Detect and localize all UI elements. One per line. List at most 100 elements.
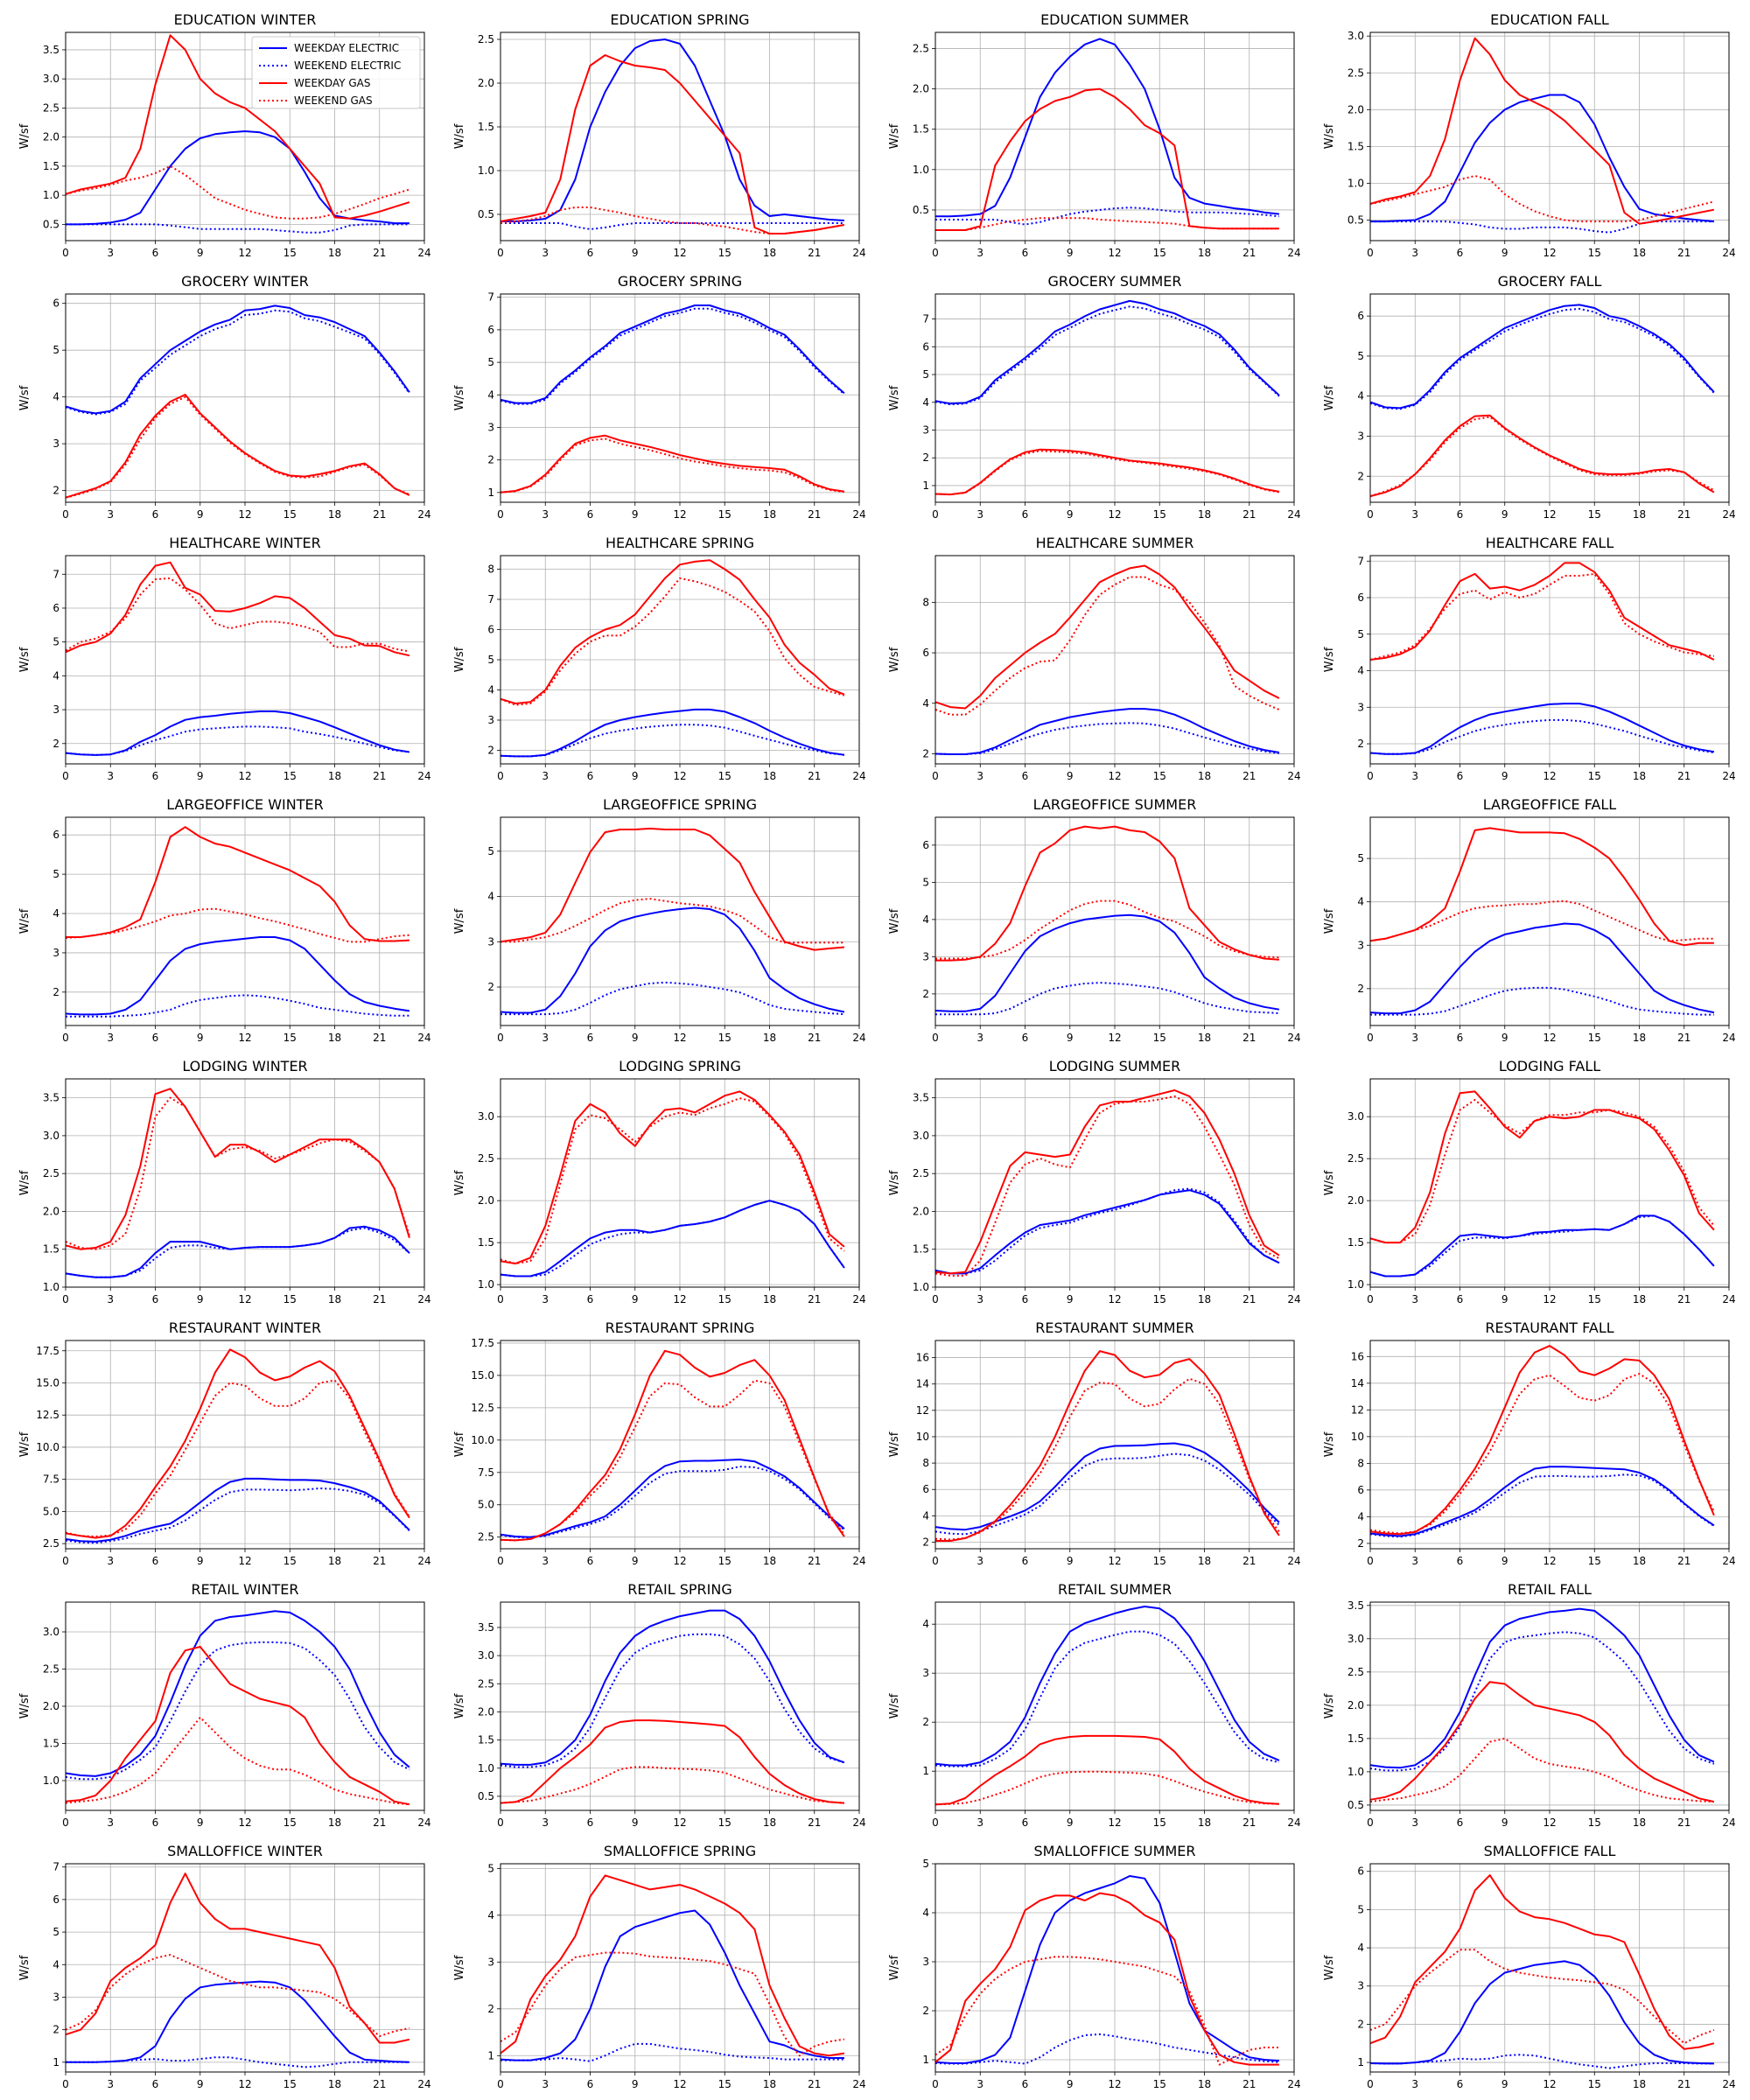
y-tick-label: 2.0 — [43, 1700, 60, 1712]
series-weekend-electric — [1369, 307, 1715, 410]
y-tick-label: 2 — [1357, 470, 1364, 482]
x-tick-label: 18 — [328, 247, 341, 259]
y-tick-label: 2.5 — [1348, 66, 1364, 79]
x-tick-label: 18 — [1198, 2078, 1211, 2090]
x-tick-label: 0 — [497, 770, 504, 782]
series-weekday-electric — [500, 1200, 845, 1278]
x-tick-label: 9 — [632, 1032, 639, 1044]
x-tick-label: 9 — [1502, 1293, 1508, 1306]
y-tick-label: 4 — [1357, 1942, 1364, 1954]
series-weekend-gas — [500, 438, 845, 494]
panel-title: SMALLOFFICE SUMMER — [1034, 1843, 1196, 1859]
series-weekend-electric — [66, 2056, 410, 2068]
x-tick-label: 24 — [417, 1816, 430, 1829]
x-tick-label: 21 — [808, 1816, 821, 1829]
x-tick-label: 24 — [1287, 1293, 1300, 1306]
y-tick-label: 2.5 — [913, 42, 929, 54]
x-tick-label: 6 — [152, 1816, 159, 1829]
x-tick-label: 6 — [1457, 770, 1464, 782]
y-tick-label: 2 — [922, 988, 929, 1000]
y-tick-label: 7 — [1357, 555, 1364, 567]
series-weekday-gas — [1369, 1345, 1715, 1536]
series-weekday-gas — [934, 1089, 1280, 1275]
x-tick-label: 21 — [1677, 508, 1690, 521]
series-weekend-gas — [500, 1097, 845, 1265]
y-tick-label: 0.5 — [1348, 1799, 1364, 1811]
series-weekend-gas — [1369, 1737, 1714, 1803]
series-weekday-electric — [934, 1875, 1279, 2064]
x-tick-label: 12 — [1108, 2078, 1121, 2090]
y-tick-label: 12 — [1351, 1404, 1364, 1416]
x-tick-label: 9 — [1502, 508, 1508, 521]
x-tick-label: 3 — [542, 1555, 549, 1567]
x-tick-label: 12 — [238, 1032, 251, 1044]
series-weekday-electric — [1370, 94, 1714, 223]
x-tick-label: 21 — [373, 770, 386, 782]
x-tick-label: 18 — [1198, 1293, 1211, 1306]
y-tick-label: 4 — [1357, 665, 1364, 677]
x-tick-label: 21 — [1242, 2078, 1256, 2090]
y-tick-label: 14 — [1351, 1377, 1364, 1390]
series-weekday-gas — [934, 564, 1280, 710]
y-axis-label: W/sf — [888, 1170, 901, 1195]
plot-frame — [500, 1340, 860, 1550]
series-weekday-electric — [934, 1442, 1280, 1531]
series-weekday-electric — [65, 304, 410, 415]
x-tick-label: 3 — [542, 1293, 549, 1306]
x-tick-label: 15 — [718, 508, 732, 521]
y-axis-label: W/sf — [1323, 1693, 1336, 1718]
plot-frame — [934, 1601, 1295, 1811]
series-weekday-electric — [500, 1609, 845, 1766]
x-tick-label: 3 — [542, 770, 549, 782]
x-tick-label: 6 — [1457, 247, 1464, 259]
y-tick-label: 3.5 — [43, 1092, 60, 1104]
y-tick-label: 5 — [1357, 1903, 1364, 1915]
x-tick-label: 9 — [632, 2078, 639, 2090]
x-tick-label: 18 — [1198, 508, 1211, 521]
x-tick-label: 0 — [1367, 2078, 1374, 2090]
x-tick-label: 21 — [1677, 770, 1690, 782]
series-weekend-gas — [65, 164, 410, 220]
x-tick-label: 15 — [284, 1555, 297, 1567]
series-weekday-gas — [934, 1892, 1279, 2066]
series-weekend-electric — [1370, 986, 1714, 1016]
y-tick-label: 1 — [52, 2056, 60, 2068]
x-tick-label: 0 — [932, 770, 939, 782]
plot-frame — [500, 1601, 860, 1811]
x-tick-label: 3 — [542, 508, 549, 521]
y-tick-label: 7 — [922, 313, 929, 326]
x-tick-label: 21 — [1242, 1555, 1256, 1567]
panel-title: SMALLOFFICE WINTER — [167, 1843, 323, 1859]
plot-frame — [934, 32, 1295, 242]
legend-box — [251, 36, 421, 109]
panel-title: RESTAURANT SPRING — [606, 1320, 755, 1336]
panel-title: LARGEOFFICE SUMMER — [1033, 796, 1197, 813]
series-weekend-gas — [65, 1096, 410, 1250]
series-weekday-gas — [65, 561, 410, 657]
y-tick-label: 5 — [487, 654, 494, 666]
x-tick-label: 9 — [1502, 1032, 1508, 1044]
x-tick-label: 15 — [1153, 1293, 1166, 1306]
y-axis-label: W/sf — [453, 908, 466, 934]
x-tick-label: 18 — [1633, 2078, 1646, 2090]
series-weekday-gas — [65, 1088, 410, 1250]
plot-frame — [65, 32, 425, 242]
x-tick-label: 3 — [1411, 1032, 1418, 1044]
panel-title: RETAIL SPRING — [627, 1581, 732, 1598]
x-tick-label: 18 — [763, 508, 776, 521]
x-tick-label: 24 — [417, 247, 430, 259]
panel-education-spring: EDUCATION SPRING W/sf 0 3 6 9 12 15 18 21 24 0.5 1.0… — [453, 11, 866, 259]
y-tick-label: 5 — [922, 1858, 929, 1870]
x-tick-label: 15 — [1588, 770, 1601, 782]
x-tick-label: 24 — [1287, 770, 1300, 782]
y-tick-label: 3.5 — [478, 1621, 494, 1634]
panel-title: RETAIL WINTER — [192, 1581, 299, 1598]
x-tick-label: 6 — [152, 1555, 159, 1567]
x-tick-label: 12 — [673, 2078, 686, 2090]
y-tick-label: 2 — [52, 2024, 60, 2036]
x-tick-label: 12 — [238, 1555, 251, 1567]
plot-frame — [65, 555, 425, 765]
x-tick-label: 3 — [542, 1032, 549, 1044]
x-tick-label: 21 — [808, 1032, 821, 1044]
x-tick-label: 6 — [1022, 1293, 1029, 1306]
